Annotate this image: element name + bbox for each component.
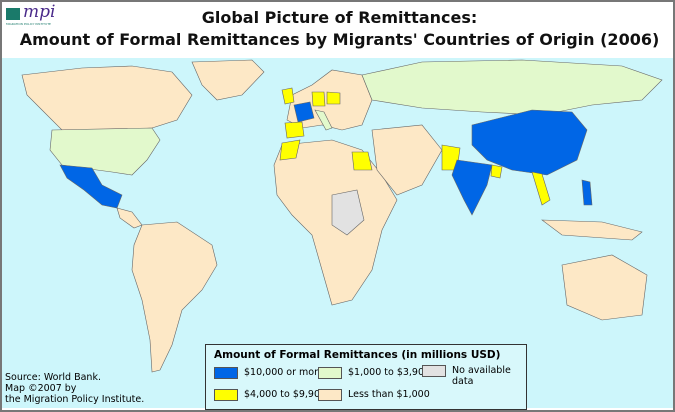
country-poland: [326, 91, 341, 105]
legend-label: Less than $1,000: [348, 389, 430, 400]
country-canada: [21, 65, 193, 131]
country-morocco: [279, 139, 301, 161]
country-brazil: [131, 221, 218, 373]
copyright-line: Map ©2007 by: [5, 383, 77, 394]
legend-label: $10,000 or more: [244, 367, 324, 378]
region-central-america: [116, 207, 143, 229]
country-philippines: [581, 179, 593, 206]
legend-swatch-4000-9900: [214, 389, 238, 401]
legend-swatch-no-data: [422, 365, 446, 377]
country-uk: [281, 87, 295, 105]
mpi-logo: mpi MIGRATION POLICY INSTITUTE: [6, 2, 60, 28]
legend-swatch-1000-3900: [318, 367, 342, 379]
country-australia: [561, 254, 648, 321]
logo-subtitle: MIGRATION POLICY INSTITUTE: [6, 22, 51, 26]
region-no-data-africa: [331, 189, 365, 236]
legend-label: No available data: [452, 365, 511, 387]
legend-label: $4,000 to $9,900: [244, 389, 327, 400]
map-subtitle: Amount of Formal Remittances by Migrants…: [19, 30, 660, 49]
logo-mark-icon: [6, 8, 20, 20]
country-usa: [49, 127, 161, 176]
country-france: [293, 101, 315, 123]
copyright-line: the Migration Policy Institute.: [5, 394, 145, 405]
region-southeast-asia: [541, 219, 643, 241]
country-russia: [361, 59, 663, 116]
map-title: Global Picture of Remittances:: [201, 8, 478, 27]
source-line: Source: World Bank.: [5, 372, 101, 383]
map-legend: Amount of Formal Remittances (in million…: [205, 344, 527, 410]
legend-title: Amount of Formal Remittances (in million…: [214, 349, 501, 361]
legend-swatch-10000-plus: [214, 367, 238, 379]
source-note: Source: World Bank. Map ©2007 by the Mig…: [5, 372, 144, 405]
region-middle-east: [371, 124, 443, 196]
country-bangladesh: [490, 164, 503, 179]
country-spain: [284, 121, 305, 139]
legend-swatch-less-1000: [318, 389, 342, 401]
country-vietnam: [531, 171, 551, 206]
country-china: [471, 109, 588, 176]
country-greenland: [191, 59, 265, 101]
logo-text: mpi: [23, 2, 56, 22]
country-egypt: [351, 151, 373, 171]
country-italy: [314, 109, 333, 131]
country-germany: [311, 91, 326, 107]
legend-label: $1,000 to $3,900: [348, 367, 431, 378]
